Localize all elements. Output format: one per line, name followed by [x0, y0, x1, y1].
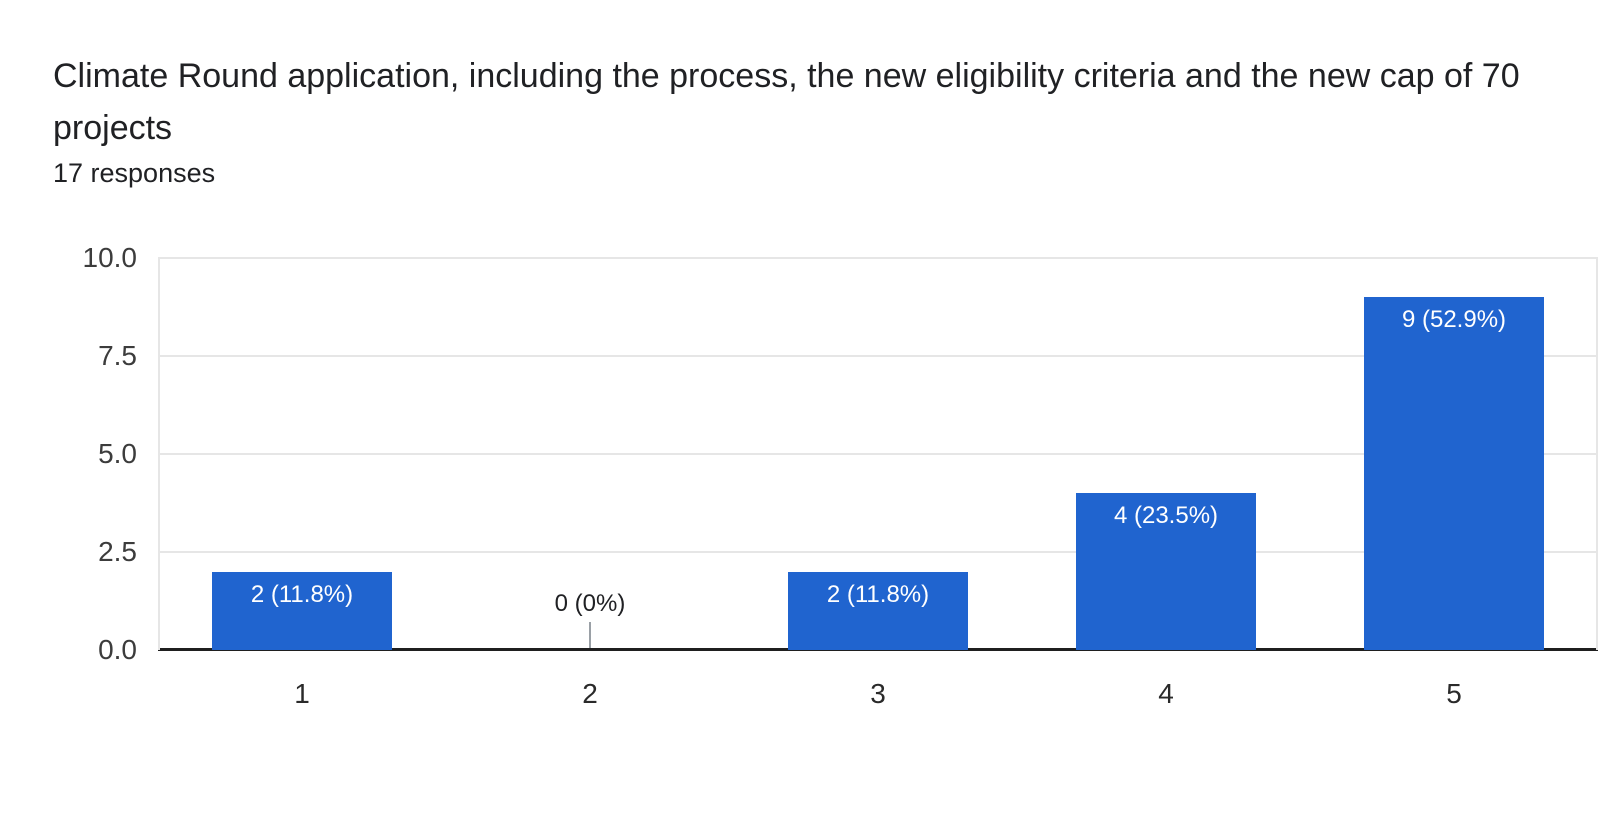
bar-value-label: 4 (23.5%): [1113, 502, 1219, 530]
plot-border-right: [1596, 258, 1598, 650]
y-axis: 0.0 2.5 5.0 7.5 10.0: [0, 242, 138, 665]
y-axis-tick-label: 10.0: [82, 242, 138, 273]
bar-value-label: 2 (11.8%): [250, 580, 354, 608]
x-axis: 1 2 3 4 5: [158, 663, 1598, 709]
gridline: [158, 551, 1598, 553]
plot-border-left: [158, 258, 160, 650]
question-title: Climate Round application, including the…: [53, 57, 1520, 147]
annotation-stem: [589, 622, 591, 648]
y-axis-tick-label: 5.0: [98, 438, 137, 469]
gridline: [158, 355, 1598, 357]
gridline: [158, 453, 1598, 455]
bar-value-label: 9 (52.9%): [1401, 306, 1507, 334]
bar[interactable]: [1364, 297, 1544, 650]
bar[interactable]: [788, 571, 968, 650]
plot-area: 2 (11.8%) 0 (0%) 2 (11.8%) 4 (23.5%) 9 (52.9…: [158, 257, 1598, 651]
y-axis-tick-label: 0.0: [98, 634, 137, 665]
zero-value-label: 0 (0%): [554, 590, 626, 617]
gridline: [158, 257, 1598, 259]
x-axis-tick-label: 2: [582, 678, 598, 709]
x-axis-tick-label: 5: [1446, 678, 1462, 709]
x-axis-tick-label: 3: [870, 678, 886, 709]
bar[interactable]: [212, 571, 392, 650]
bar[interactable]: [1076, 493, 1256, 650]
bar-chart: 0.0 2.5 5.0 7.5 10.0 2 (11.8%) 0 (0%) 2 (11.8%…: [0, 230, 1600, 710]
response-count: 17 responses: [53, 158, 216, 188]
bar-value-label: 2 (11.8%): [826, 580, 930, 608]
x-axis-tick-label: 4: [1158, 678, 1174, 709]
y-axis-tick-label: 2.5: [98, 536, 137, 567]
x-axis-tick-label: 1: [294, 678, 310, 709]
y-axis-tick-label: 7.5: [98, 340, 137, 371]
